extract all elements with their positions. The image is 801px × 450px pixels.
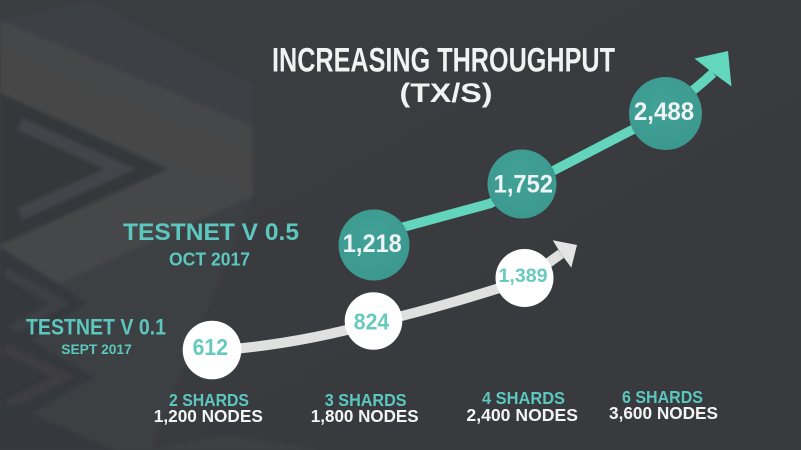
svg-text:TESTNET V 0.5: TESTNET V 0.5 [123,219,299,246]
svg-text:SEPT 2017: SEPT 2017 [61,341,132,357]
svg-text:4 SHARDS: 4 SHARDS [482,388,565,408]
svg-text:2 SHARDS: 2 SHARDS [169,390,249,410]
svg-text:1,800 NODES: 1,800 NODES [311,406,419,426]
svg-text:3,600 NODES: 3,600 NODES [609,403,718,423]
svg-text:1,752: 1,752 [494,171,553,199]
svg-text:2,400 NODES: 2,400 NODES [466,405,578,425]
svg-text:OCT 2017: OCT 2017 [169,250,250,270]
svg-text:1,389: 1,389 [499,266,548,287]
svg-text:1,200 NODES: 1,200 NODES [154,406,263,426]
svg-text:612: 612 [193,334,228,360]
svg-text:824: 824 [354,308,389,334]
svg-text:3 SHARDS: 3 SHARDS [325,390,407,410]
svg-text:(TX/S): (TX/S) [400,78,493,108]
svg-text:INCREASING THROUGHPUT: INCREASING THROUGHPUT [272,42,615,80]
svg-text:2,488: 2,488 [634,98,694,126]
svg-text:6 SHARDS: 6 SHARDS [622,387,703,407]
svg-text:1,218: 1,218 [343,230,402,258]
svg-text:TESTNET V 0.1: TESTNET V 0.1 [26,314,166,339]
